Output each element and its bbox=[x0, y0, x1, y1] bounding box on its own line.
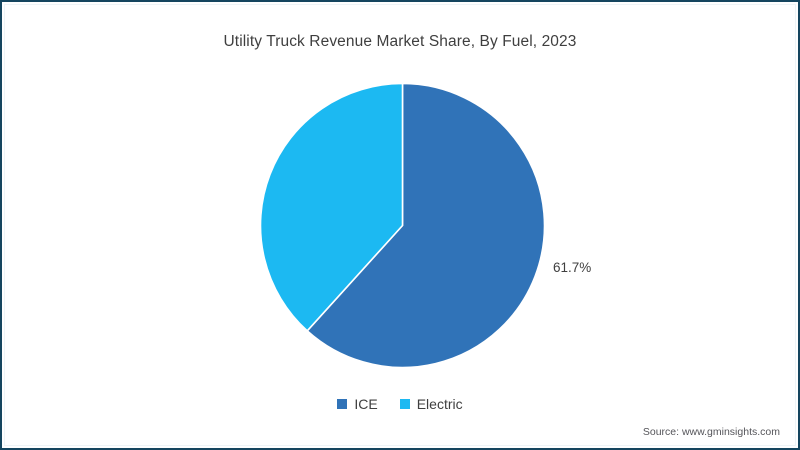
legend-item-ice[interactable]: ICE bbox=[337, 396, 378, 412]
chart-legend: ICE Electric bbox=[2, 396, 798, 412]
chart-title: Utility Truck Revenue Market Share, By F… bbox=[223, 33, 577, 50]
source-note: Source: www.gminsights.com bbox=[642, 426, 780, 438]
legend-swatch-icon-electric bbox=[399, 399, 410, 409]
legend-label-ice: ICE bbox=[354, 396, 378, 412]
legend-swatch-icon-ice bbox=[337, 399, 348, 409]
legend-label-electric: Electric bbox=[416, 396, 463, 412]
pie-chart bbox=[259, 82, 546, 369]
pie-slice-ice[interactable] bbox=[306, 82, 546, 369]
pie-chart-svg bbox=[259, 82, 546, 369]
ice-value-label: 61.7% bbox=[553, 260, 592, 275]
legend-item-electric[interactable]: Electric bbox=[399, 396, 463, 412]
pie-slice-electric[interactable] bbox=[259, 82, 404, 332]
